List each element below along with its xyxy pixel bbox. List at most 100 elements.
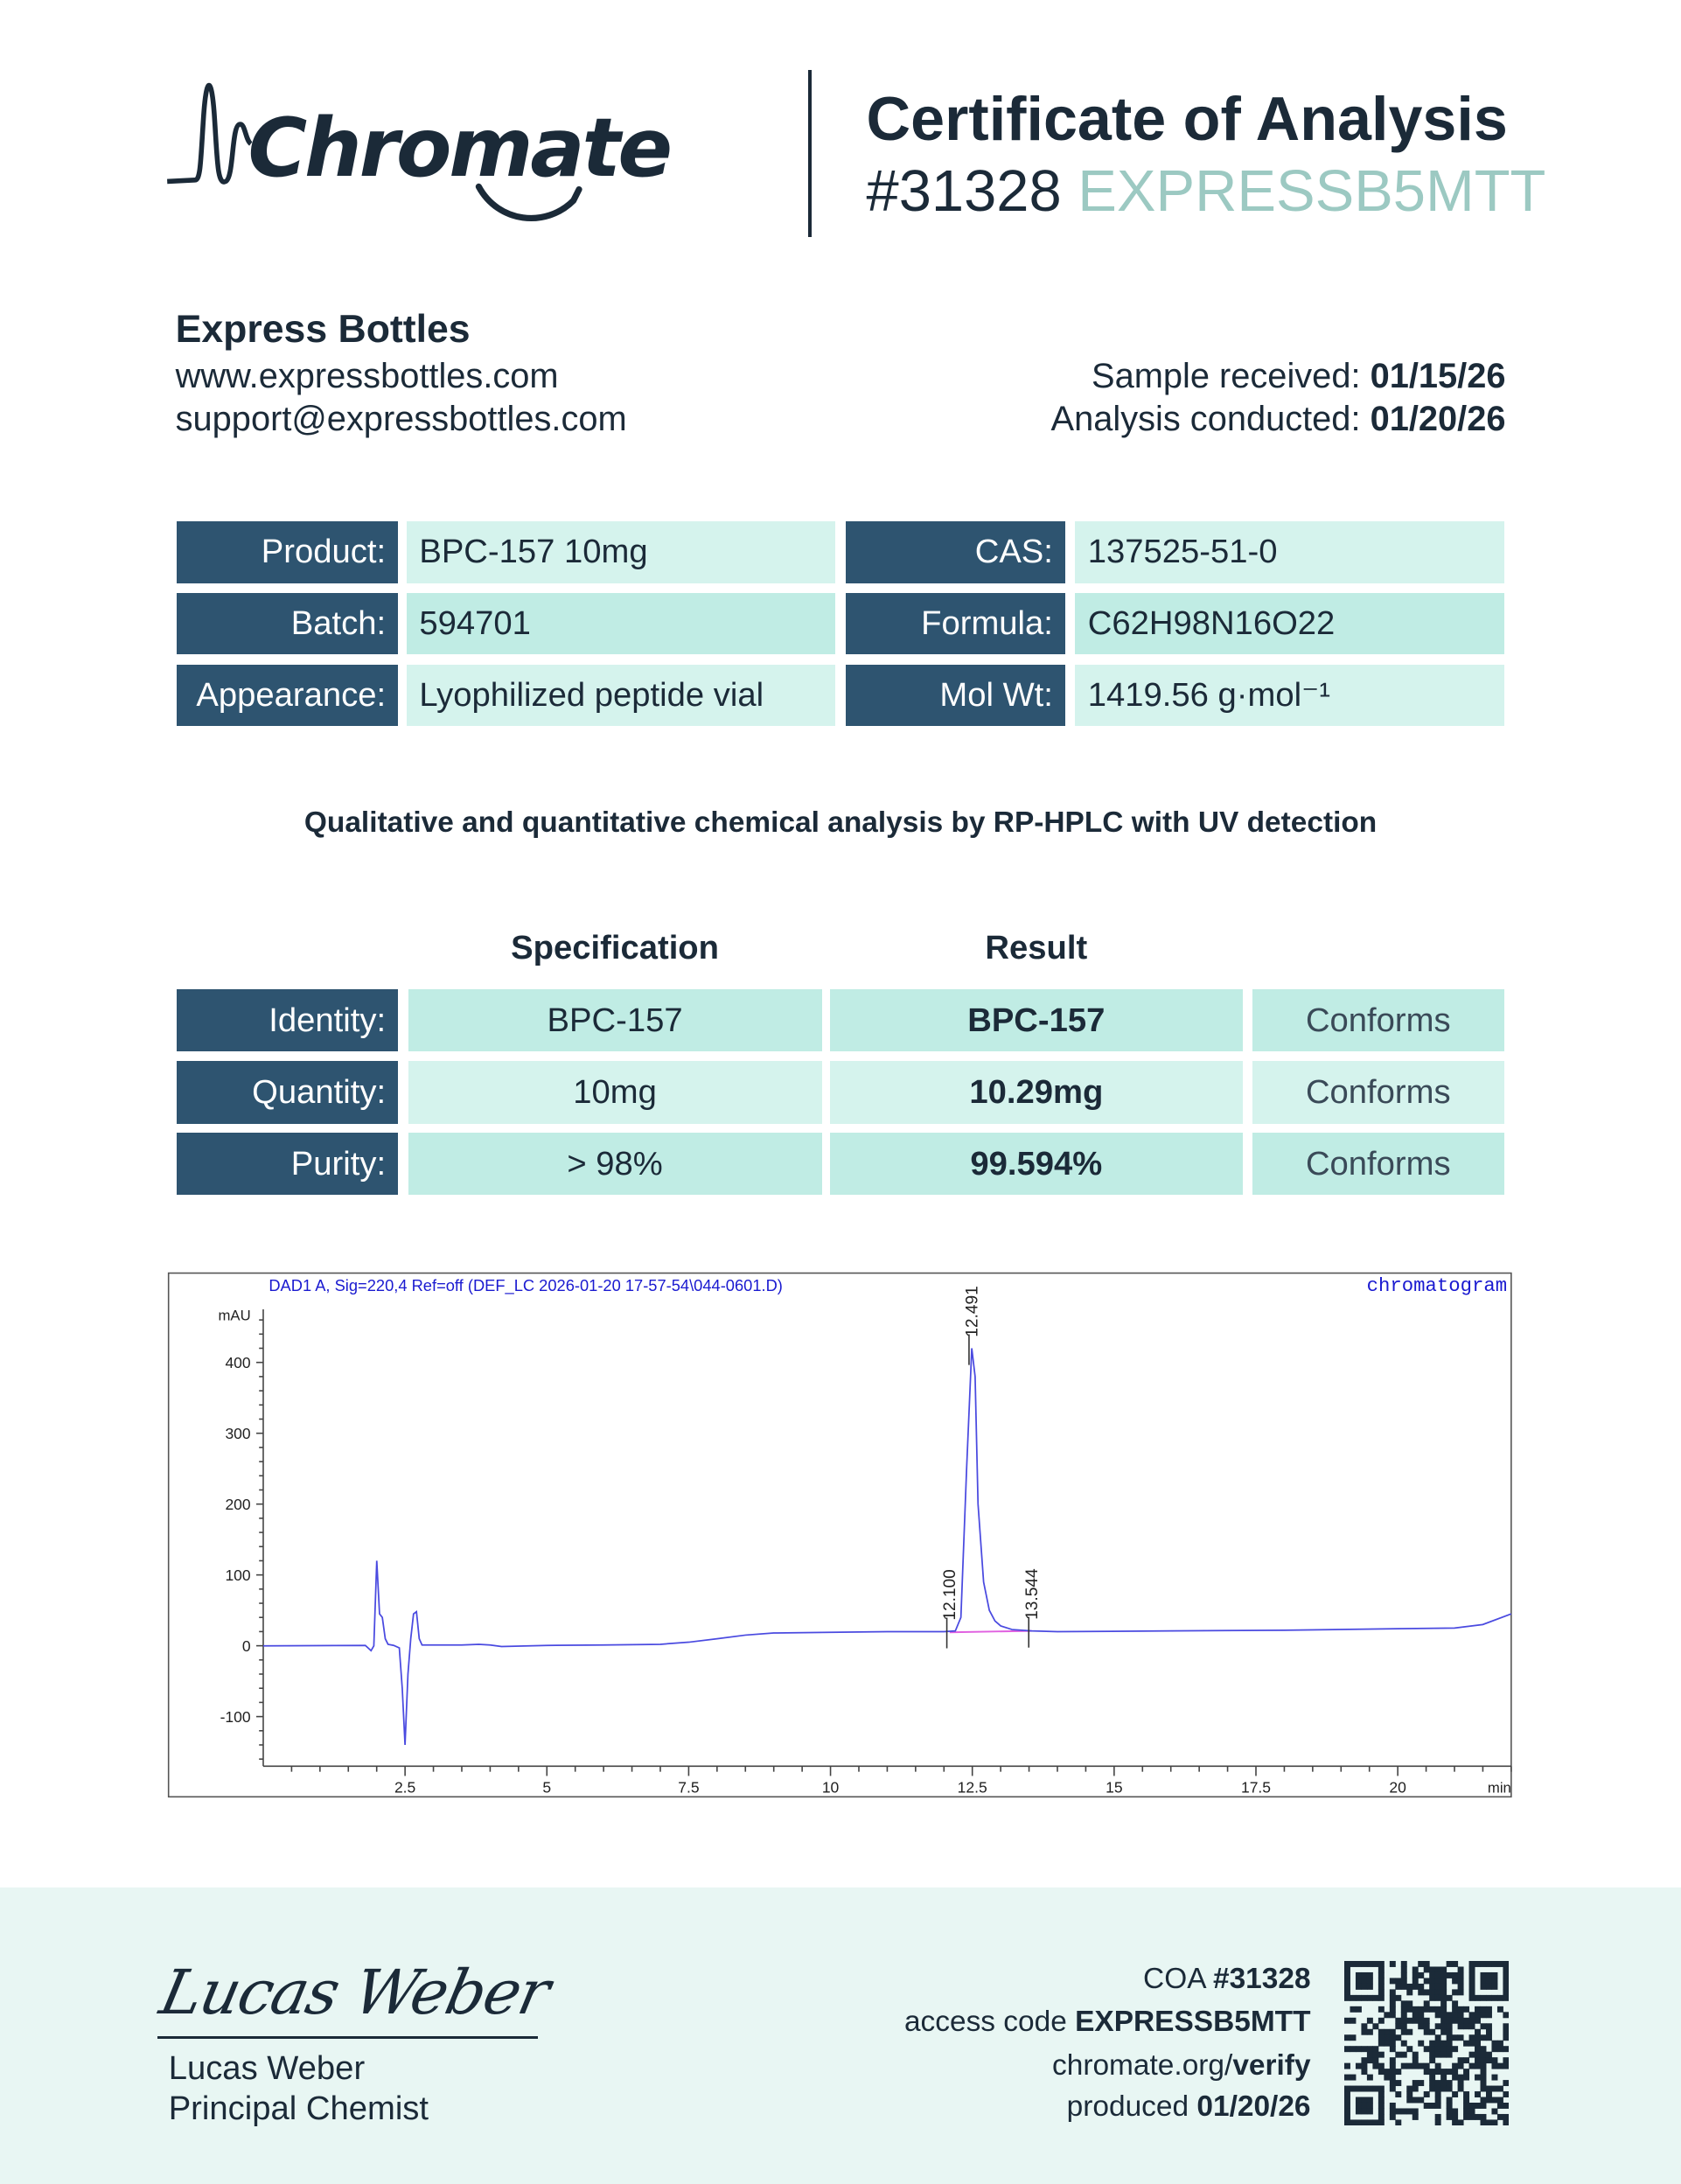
- qr-module: [1389, 2000, 1396, 2007]
- qr-module: [1474, 2006, 1481, 2013]
- qr-module: [1406, 1989, 1412, 1996]
- qr-module: [1366, 1995, 1373, 2002]
- x-tick-label: 2.5: [394, 1779, 415, 1797]
- qr-module: [1378, 1995, 1385, 2002]
- result-row-label: Purity:: [177, 1132, 399, 1196]
- qr-module: [1457, 2012, 1464, 2019]
- qr-module: [1350, 2046, 1357, 2053]
- qr-module: [1451, 2114, 1458, 2121]
- qr-module: [1503, 1961, 1509, 1968]
- qr-module: [1417, 2006, 1424, 2013]
- qr-module: [1412, 2114, 1419, 2121]
- qr-module: [1446, 2108, 1453, 2115]
- qr-module: [1468, 2103, 1475, 2110]
- qr-module: [1423, 2018, 1430, 2024]
- qr-module: [1361, 2062, 1368, 2069]
- qr-module: [1378, 2034, 1385, 2041]
- qr-module: [1451, 2006, 1458, 2013]
- qr-module: [1434, 2040, 1441, 2047]
- qr-module: [1491, 2062, 1498, 2069]
- client-email[interactable]: support@expressbottles.com: [175, 400, 627, 439]
- qr-module: [1366, 2046, 1373, 2053]
- qr-module: [1423, 2023, 1430, 2030]
- qr-module: [1400, 1961, 1407, 1968]
- qr-module: [1440, 2040, 1447, 2047]
- qr-module: [1468, 2062, 1475, 2069]
- qr-module: [1423, 2000, 1430, 2007]
- qr-module: [1462, 2069, 1469, 2076]
- qr-module: [1417, 2080, 1424, 2087]
- qr-module: [1406, 2085, 1412, 2092]
- qr-module: [1343, 2046, 1350, 2053]
- qr-module: [1366, 2097, 1373, 2104]
- qr-module: [1361, 2028, 1368, 2035]
- appearance-value: Lyophilized peptide vial: [407, 664, 836, 726]
- qr-module: [1389, 2028, 1396, 2035]
- qr-module: [1361, 2085, 1368, 2092]
- qr-module: [1372, 2046, 1379, 2053]
- qr-module: [1446, 2051, 1453, 2058]
- qr-module: [1389, 2085, 1396, 2092]
- qr-module: [1446, 2018, 1453, 2024]
- qr-module: [1343, 1978, 1350, 1985]
- qr-module: [1384, 2069, 1391, 2076]
- molwt-value: 1419.56 g·mol⁻¹: [1075, 664, 1504, 726]
- qr-module: [1400, 1972, 1407, 1979]
- qr-module: [1355, 2108, 1362, 2115]
- verify-link[interactable]: chromate.org/verify: [1052, 2049, 1311, 2083]
- qr-module: [1434, 2046, 1441, 2053]
- qr-module: [1406, 2018, 1412, 2024]
- qr-module: [1446, 2012, 1453, 2019]
- qr-module: [1412, 1984, 1419, 1991]
- qr-module: [1343, 2018, 1350, 2024]
- batch-value: 594701: [407, 593, 836, 655]
- qr-module: [1434, 2085, 1441, 2092]
- qr-module: [1480, 2006, 1487, 2013]
- qr-module: [1395, 1984, 1402, 1991]
- header-divider: [807, 69, 813, 237]
- qr-code-icon[interactable]: [1343, 1961, 1509, 2126]
- cas-label: CAS:: [845, 520, 1066, 584]
- qr-module: [1406, 2006, 1412, 2013]
- qr-module: [1384, 2034, 1391, 2041]
- qr-module: [1400, 2023, 1407, 2030]
- qr-module: [1496, 2085, 1503, 2092]
- qr-module: [1428, 1984, 1435, 1991]
- qr-module: [1378, 2091, 1385, 2098]
- qr-module: [1485, 2085, 1492, 2092]
- access-code: EXPRESSB5MTT: [1078, 157, 1546, 224]
- qr-module: [1395, 1978, 1402, 1985]
- qr-module: [1361, 2023, 1368, 2030]
- qr-module: [1468, 2012, 1475, 2019]
- qr-module: [1395, 2023, 1402, 2030]
- qr-module: [1440, 2046, 1447, 2053]
- qr-module: [1395, 1995, 1402, 2002]
- result-row-status: Conforms: [1252, 1061, 1504, 1125]
- result-row-value: BPC-157: [830, 988, 1243, 1052]
- x-tick-label: 15: [1106, 1779, 1122, 1797]
- qr-module: [1434, 2091, 1441, 2098]
- client-website[interactable]: www.expressbottles.com: [175, 356, 559, 395]
- qr-module: [1480, 2103, 1487, 2110]
- qr-module: [1389, 2069, 1396, 2076]
- qr-module: [1474, 2051, 1481, 2058]
- qr-module: [1417, 1984, 1424, 1991]
- qr-module: [1428, 2103, 1435, 2110]
- y-tick-label: 100: [225, 1566, 250, 1584]
- qr-module: [1361, 2046, 1368, 2053]
- qr-module: [1457, 2057, 1464, 2064]
- qr-module: [1428, 2040, 1435, 2047]
- qr-module: [1440, 2069, 1447, 2076]
- qr-module: [1389, 1989, 1396, 1996]
- qr-module: [1474, 1961, 1481, 1968]
- qr-module: [1417, 1972, 1424, 1979]
- qr-module: [1412, 2012, 1419, 2019]
- x-tick-label: 7.5: [678, 1779, 699, 1797]
- qr-module: [1474, 2040, 1481, 2047]
- qr-module: [1395, 2080, 1402, 2087]
- qr-module: [1384, 2040, 1391, 2047]
- qr-module: [1440, 1989, 1447, 1996]
- result-row-status: Conforms: [1252, 1132, 1504, 1196]
- qr-module: [1389, 2114, 1396, 2121]
- qr-module: [1457, 1989, 1464, 1996]
